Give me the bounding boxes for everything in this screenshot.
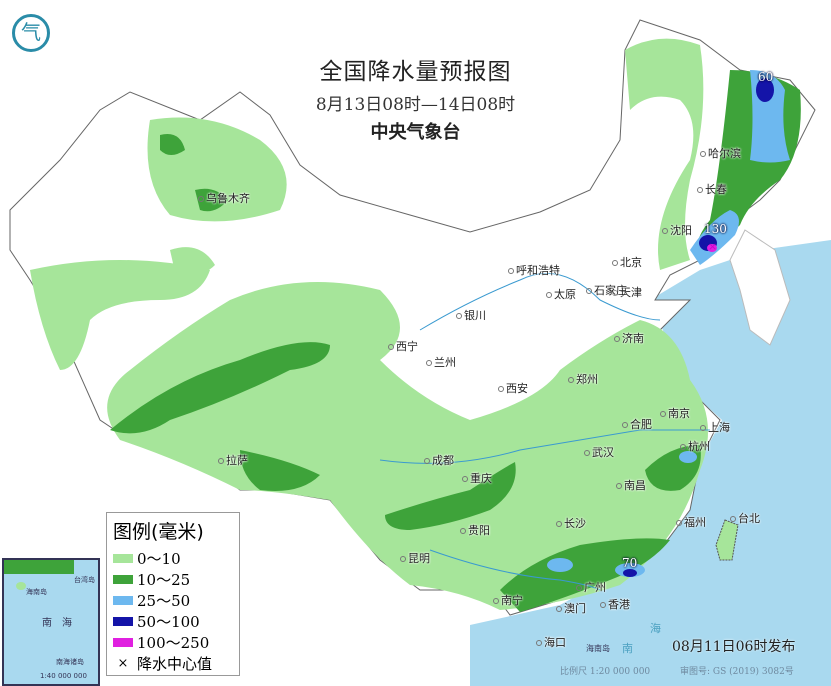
city-label: 香港 xyxy=(600,596,630,612)
inset-label: 南 xyxy=(42,618,52,629)
inset-land xyxy=(4,560,74,574)
taiwan-land xyxy=(715,519,739,561)
forecast-period: 8月13日08时—14日08时 xyxy=(315,95,516,115)
korea-land xyxy=(729,229,791,346)
city-label: 长沙 xyxy=(556,515,586,531)
legend-swatch xyxy=(113,617,133,626)
legend-title: 图例(毫米) xyxy=(113,521,204,543)
legend-label: 50～100 xyxy=(137,613,200,631)
city-label: 济南 xyxy=(614,330,644,346)
city-label: 重庆 xyxy=(462,470,492,486)
legend-item: 0～10 xyxy=(113,548,233,569)
city-label: 兰州 xyxy=(426,354,456,370)
city-label: 南京 xyxy=(660,405,690,421)
city-label: 贵阳 xyxy=(460,522,490,538)
city-label: 石家庄 xyxy=(586,282,627,298)
legend-swatch xyxy=(113,554,133,563)
city-label: 西安 xyxy=(498,380,528,396)
hainan-island-label: 海南岛 xyxy=(586,644,610,653)
legend-item-center: × 降水中心值 xyxy=(113,653,233,674)
legend-item: 25～50 xyxy=(113,590,233,611)
inset-label: 海南岛 xyxy=(26,588,47,596)
legend-item: 100～250 xyxy=(113,632,233,653)
city-label: 武汉 xyxy=(584,444,614,460)
city-label: 南昌 xyxy=(616,477,646,493)
city-label: 北京 xyxy=(612,254,642,270)
issuer: 中央气象台 xyxy=(370,122,461,143)
sea-area xyxy=(470,240,831,686)
legend-label: 100～250 xyxy=(137,634,210,652)
city-label: 海口 xyxy=(536,634,566,650)
legend-swatch xyxy=(113,596,133,605)
south-china-sea-inset: 海南岛 台湾岛 南 海 南海诸岛 1:40 000 000 xyxy=(2,558,100,686)
rain-center-marker: × xyxy=(708,240,718,253)
city-label: 郑州 xyxy=(568,371,598,387)
legend-label: 0～10 xyxy=(137,550,181,568)
cross-icon: × xyxy=(117,656,129,671)
rain-zone-100-250 xyxy=(707,244,717,252)
city-label: 乌鲁木齐 xyxy=(198,190,250,206)
legend-label: 25～50 xyxy=(137,592,191,610)
legend-label: 降水中心值 xyxy=(137,655,213,673)
city-label: 合肥 xyxy=(622,416,652,432)
city-label: 哈尔滨 xyxy=(700,145,741,161)
city-label: 太原 xyxy=(546,286,576,302)
city-label: 成都 xyxy=(424,452,454,468)
city-label: 沈阳 xyxy=(662,222,692,238)
city-label: 台北 xyxy=(730,510,760,526)
city-label: 福州 xyxy=(676,514,706,530)
city-label: 西宁 xyxy=(388,338,418,354)
city-label: 上海 xyxy=(700,419,730,435)
inset-label: 海 xyxy=(62,618,72,629)
legend-item: 10～25 xyxy=(113,569,233,590)
city-label: 昆明 xyxy=(400,550,430,566)
rain-center-value: 60 xyxy=(758,70,774,84)
map-title: 全国降水量预报图 xyxy=(319,59,512,85)
inset-hainan xyxy=(16,582,26,590)
inset-label: 南海诸岛 xyxy=(56,658,84,666)
inset-scale: 1:40 000 000 xyxy=(40,672,87,680)
issue-time: 08月11日06时发布 xyxy=(672,639,796,655)
city-label: 呼和浩特 xyxy=(508,262,560,278)
rain-center-value: 130 xyxy=(704,222,727,236)
rain-center-value: 70 xyxy=(622,556,638,570)
map-approval-number: 审图号: GS (2019) 3082号 xyxy=(680,667,794,677)
city-label: 南宁 xyxy=(493,592,523,608)
legend-swatch xyxy=(113,575,133,584)
legend-label: 10～25 xyxy=(137,571,191,589)
city-label: 杭州 xyxy=(680,438,710,454)
legend: 图例(毫米) 0～10 10～25 25～50 50～100 100～250 × 降水中心… xyxy=(106,512,240,676)
city-label: 广州 xyxy=(576,579,606,595)
sea-label: 南 xyxy=(622,642,633,655)
legend-swatch xyxy=(113,638,133,647)
legend-item: 50～100 xyxy=(113,611,233,632)
inset-label: 台湾岛 xyxy=(74,576,95,584)
sea-label: 海 xyxy=(650,622,661,635)
city-label: 长春 xyxy=(697,181,727,197)
city-label: 澳门 xyxy=(556,600,586,616)
city-label: 拉萨 xyxy=(218,452,248,468)
cma-logo-icon: 气 xyxy=(12,14,50,52)
map-scale: 比例尺 1:20 000 000 xyxy=(560,667,651,677)
city-label: 银川 xyxy=(456,307,486,323)
